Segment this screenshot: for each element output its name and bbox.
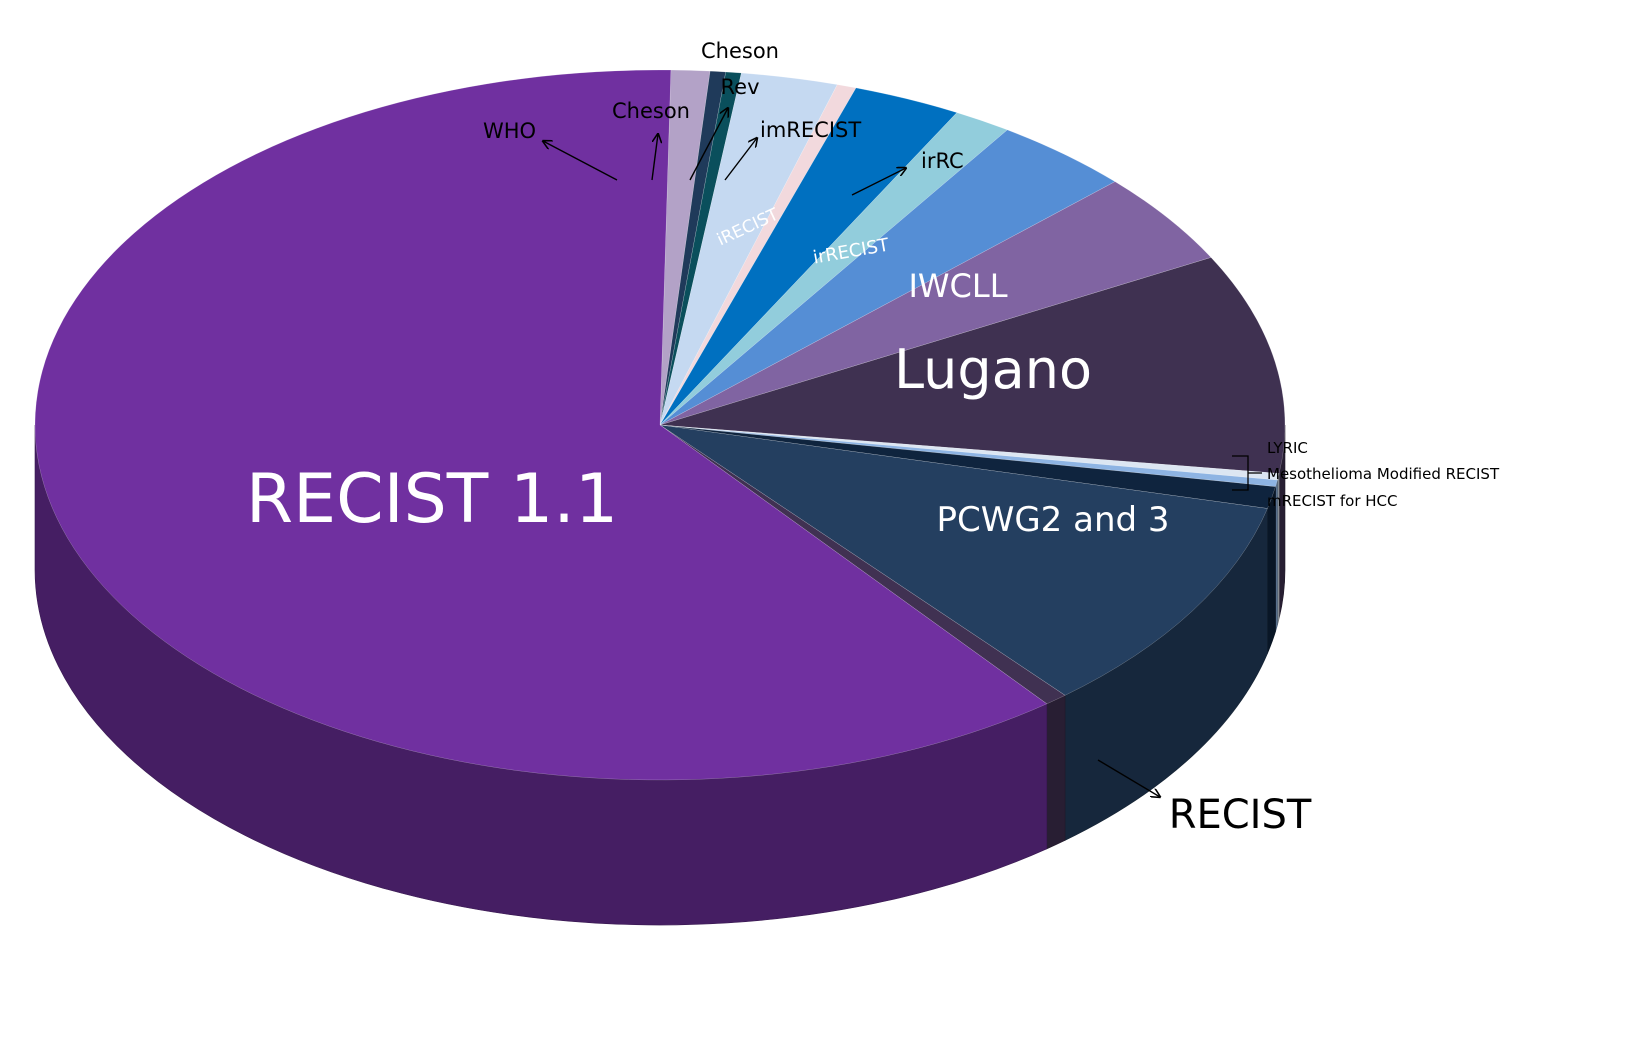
pie-side-12 xyxy=(1267,486,1276,654)
pie-slice-5 xyxy=(659,87,958,426)
pie-slice-1 xyxy=(659,70,727,426)
small-slices-bracket xyxy=(1232,455,1262,491)
pie-side-14 xyxy=(1046,694,1066,850)
slice-label-recist: RECIST xyxy=(1169,792,1312,838)
leader-line-imrecist xyxy=(724,138,757,181)
slice-label-recist-1-1: RECIST 1.1 xyxy=(246,460,618,539)
pie-sides xyxy=(34,424,1286,926)
pie-slice-3 xyxy=(659,72,838,426)
pie-slice-12 xyxy=(659,424,1276,509)
pie-slice-7 xyxy=(659,129,1116,426)
pie-slice-15 xyxy=(34,69,1048,781)
pie-slice-0 xyxy=(659,69,711,426)
slice-label-iwcll: IWCLL xyxy=(908,267,1007,305)
pie-slice-11 xyxy=(659,424,1278,487)
slice-label-imrecist: imRECIST xyxy=(760,118,861,142)
pie-slice-2 xyxy=(659,71,742,426)
slice-label-lyric: LYRIC xyxy=(1267,439,1308,457)
slice-label-mrecist-for-hcc: mRECIST for HCC xyxy=(1267,492,1397,510)
slice-label-lugano: Lugano xyxy=(894,338,1092,401)
leader-line-cheson xyxy=(651,134,658,181)
slice-label-cheson: Cheson xyxy=(612,99,690,123)
pie-slice-4 xyxy=(659,84,857,426)
leader-line-cheson-rev xyxy=(689,108,728,181)
slice-label-irrc: irRC xyxy=(921,149,964,173)
leader-line-who xyxy=(543,141,618,181)
pie-slice-10 xyxy=(659,424,1280,481)
slice-label-cheson-rev: Cheson Rev xyxy=(701,39,779,99)
pie-slice-14 xyxy=(659,424,1066,705)
slice-label-who: WHO xyxy=(483,119,536,143)
pie-tops xyxy=(34,69,1286,781)
pie-slice-6 xyxy=(659,112,1008,426)
pie-slice-8 xyxy=(659,181,1212,426)
leader-line-irrc xyxy=(851,168,906,196)
leader-line-recist xyxy=(1097,759,1160,797)
pie-slice-9 xyxy=(659,257,1286,474)
slice-label-mesothelioma-modified-recist: Mesothelioma Modified RECIST xyxy=(1267,465,1500,483)
pie-slice-13 xyxy=(659,424,1268,696)
slice-label-pcwg2-and-3: PCWG2 and 3 xyxy=(936,500,1169,540)
